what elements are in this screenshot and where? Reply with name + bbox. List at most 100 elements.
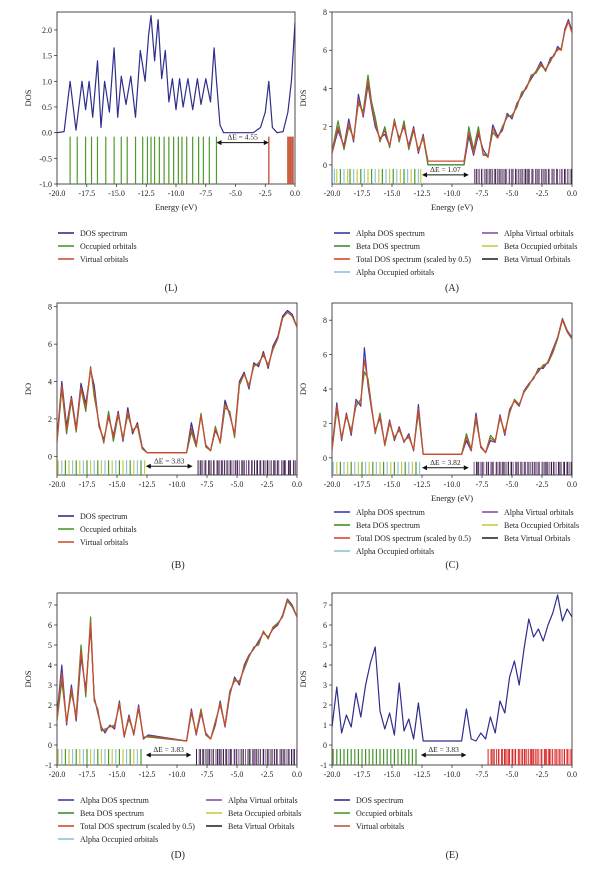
y-tick-label: 8 — [323, 316, 327, 325]
series-line-0 — [57, 15, 295, 134]
x-tick-label: -5.0 — [506, 480, 519, 489]
x-tick-label: 0.0 — [567, 480, 577, 489]
x-tick-label: -2.5 — [259, 189, 272, 198]
series-line-0 — [332, 594, 572, 742]
x-tick-label: -10.0 — [169, 770, 186, 779]
y-tick-label: 2 — [48, 701, 52, 710]
legend-entry: DOS spectrum — [356, 796, 404, 805]
y-tick-label: 7 — [323, 601, 327, 610]
y-tick-label: 4 — [48, 661, 52, 670]
orbital-bars — [332, 749, 572, 765]
orbital-bars — [69, 136, 294, 184]
y-axis-label: DO — [23, 383, 33, 395]
y-tick-label: 4 — [323, 84, 327, 93]
gap-label: ΔE = 1.07 — [430, 165, 461, 174]
dos-curves — [332, 19, 572, 166]
y-tick-label: 0 — [48, 452, 52, 461]
x-tick-label: -5.0 — [231, 770, 244, 779]
panel-label: (E) — [446, 850, 459, 861]
series-line-2 — [57, 311, 297, 454]
x-tick-label: -2.5 — [536, 189, 549, 198]
y-tick-label: 6 — [323, 621, 327, 630]
y-tick-label: 2 — [323, 419, 327, 428]
x-tick-label: -12.5 — [139, 770, 156, 779]
gap-arrow-head-right — [187, 463, 193, 469]
legend-entry: Alpha Virtual orbitals — [504, 229, 574, 238]
y-tick-label: -1 — [320, 761, 327, 770]
x-tick-label: -10.0 — [444, 189, 461, 198]
x-tick-label: -2.5 — [536, 480, 549, 489]
dos-curves — [332, 594, 572, 742]
x-tick-label: -20.0 — [324, 480, 341, 489]
x-tick-label: -5.0 — [506, 189, 519, 198]
gap-label: ΔE = 3.83 — [154, 456, 185, 465]
x-axis-label: Energy (eV) — [431, 202, 473, 212]
dos-curves — [57, 15, 295, 134]
legend-entry: Alpha DOS spectrum — [356, 229, 426, 238]
legend: DOS spectrum Occupied orbitals Virtual orb… — [58, 229, 137, 264]
panel-label: (C) — [445, 560, 458, 571]
y-axis-label: DOS — [23, 89, 33, 106]
x-tick-label: -7.5 — [201, 770, 214, 779]
legend-entry: Alpha Virtual orbitals — [504, 508, 574, 517]
panel-label: (B) — [171, 560, 184, 571]
y-tick-label: 4 — [323, 661, 327, 670]
gap-arrow-head-right — [463, 465, 469, 471]
legend-entry: DOS spectrum — [80, 229, 128, 238]
legend-entry: Total DOS spectrum (scaled by 0.5) — [80, 822, 195, 831]
legend: Alpha DOS spectrum Beta DOS spectrum Total… — [334, 229, 577, 277]
chart-panel-c: -20.0 -17.5 -15.0 -12.5 -10.0 -7.5 -5.0 -2.5 0.0… — [298, 302, 579, 571]
gap-arrow-head-right — [186, 752, 192, 758]
chart-panel-e: -20.0 -17.5 -15.0 -12.5 -10.0 -7.5 -5.0 -2.5 0.0… — [298, 592, 577, 861]
x-tick-label: -20.0 — [324, 770, 341, 779]
y-tick-label: 1.5 — [42, 52, 52, 61]
x-tick-label: -12.5 — [139, 480, 156, 489]
legend-entry: DOS spectrum — [80, 512, 128, 521]
x-tick-label: -20.0 — [324, 189, 341, 198]
orbital-bars — [57, 749, 297, 765]
x-tick-label: -15.0 — [384, 770, 401, 779]
legend-entry: Beta Occupied Orbitals — [504, 521, 579, 530]
x-tick-label: -10.0 — [444, 480, 461, 489]
y-tick-label: 3 — [48, 681, 52, 690]
x-tick-label: -15.0 — [109, 480, 126, 489]
x-tick-label: -7.5 — [476, 480, 489, 489]
gap-arrow-head-right — [461, 752, 467, 758]
x-tick-label: 0.0 — [292, 480, 302, 489]
legend: DOS spectrum Occupied orbitals Virtual orb… — [58, 512, 137, 547]
x-tick-label: -10.0 — [168, 189, 185, 198]
series-line-1 — [332, 21, 572, 166]
legend-entry: Beta Virtual Orbitals — [504, 534, 570, 543]
y-tick-label: 2 — [323, 123, 327, 132]
x-tick-label: -17.5 — [79, 480, 96, 489]
chart-panel-l: -20.0 -17.5 -15.0 -12.5 -10.0 -7.5 -5.0 -2.5 0.0… — [23, 11, 300, 294]
x-tick-label: -7.5 — [199, 189, 212, 198]
legend-entry: Virtual orbitals — [80, 255, 128, 264]
x-axis-label: Energy (eV) — [431, 493, 473, 503]
y-tick-label: 0 — [48, 741, 52, 750]
x-tick-label: -10.0 — [169, 480, 186, 489]
x-tick-label: -2.5 — [536, 770, 549, 779]
series-line-2 — [57, 599, 297, 742]
x-tick-label: -20.0 — [49, 770, 66, 779]
x-tick-label: -5.0 — [231, 480, 244, 489]
x-tick-label: -12.5 — [414, 770, 431, 779]
y-axis-label: DOS — [298, 89, 308, 106]
gap-arrow-head-left — [422, 465, 427, 471]
x-tick-label: 0.0 — [290, 189, 300, 198]
legend-entry: Alpha Occupied orbitals — [80, 835, 158, 844]
legend-entry: Total DOS spectrum (scaled by 0.5) — [356, 534, 471, 543]
plot-frame — [56, 11, 296, 185]
gap-arrow-head-right — [463, 172, 469, 178]
gap-arrow-head-right — [263, 140, 269, 146]
y-tick-label: 0.0 — [42, 129, 52, 138]
legend-entry: Beta Virtual Orbitals — [228, 822, 294, 831]
y-tick-label: 6 — [323, 46, 327, 55]
x-tick-label: -17.5 — [354, 480, 371, 489]
y-tick-label: 4 — [323, 385, 327, 394]
legend-entry: Virtual orbitals — [356, 822, 404, 831]
legend-entry: Beta DOS spectrum — [80, 809, 145, 818]
legend-entry: Beta Occupied orbitals — [504, 242, 577, 251]
panel-label: (D) — [171, 850, 185, 861]
panel-label: (L) — [165, 283, 178, 294]
